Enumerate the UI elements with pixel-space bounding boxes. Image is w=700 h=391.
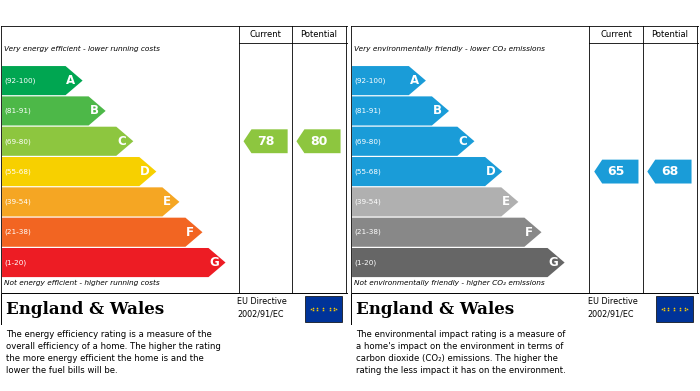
- Text: The environmental impact rating is a measure of
a home's impact on the environme: The environmental impact rating is a mea…: [356, 330, 566, 375]
- Text: A: A: [410, 74, 419, 87]
- Text: 2: 2: [569, 14, 575, 23]
- Polygon shape: [2, 127, 133, 156]
- Text: C: C: [117, 135, 126, 148]
- Text: (69-80): (69-80): [354, 138, 382, 145]
- Polygon shape: [352, 96, 449, 126]
- Text: EU Directive
2002/91/EC: EU Directive 2002/91/EC: [237, 297, 287, 318]
- Text: Very energy efficient - lower running costs: Very energy efficient - lower running co…: [4, 46, 160, 52]
- Text: G: G: [548, 256, 558, 269]
- Text: Not environmentally friendly - higher CO₂ emissions: Not environmentally friendly - higher CO…: [354, 280, 545, 286]
- Text: 78: 78: [257, 135, 274, 148]
- Text: The energy efficiency rating is a measure of the
overall efficiency of a home. T: The energy efficiency rating is a measur…: [6, 330, 221, 375]
- Text: E: E: [502, 196, 510, 208]
- Text: (39-54): (39-54): [354, 199, 382, 205]
- Text: C: C: [458, 135, 467, 148]
- Text: ) Rating: ) Rating: [575, 7, 629, 20]
- Polygon shape: [352, 127, 475, 156]
- Text: 68: 68: [661, 165, 678, 178]
- Text: Current: Current: [601, 30, 632, 39]
- Text: D: D: [140, 165, 150, 178]
- Text: EU Directive
2002/91/EC: EU Directive 2002/91/EC: [587, 297, 638, 318]
- Text: Current: Current: [250, 30, 281, 39]
- Text: Not energy efficient - higher running costs: Not energy efficient - higher running co…: [4, 280, 160, 286]
- Bar: [304, 296, 342, 323]
- Text: Potential: Potential: [651, 30, 688, 39]
- Text: A: A: [66, 74, 76, 87]
- Text: (81-91): (81-91): [4, 108, 32, 114]
- Text: England & Wales: England & Wales: [6, 301, 164, 317]
- Text: (92-100): (92-100): [4, 77, 36, 84]
- Polygon shape: [2, 96, 106, 126]
- Text: (55-68): (55-68): [4, 169, 32, 175]
- Text: (21-38): (21-38): [4, 229, 32, 235]
- Polygon shape: [352, 157, 502, 186]
- Text: B: B: [90, 104, 99, 117]
- Text: (55-68): (55-68): [354, 169, 382, 175]
- Text: Energy Efficiency Rating: Energy Efficiency Rating: [6, 7, 169, 20]
- Polygon shape: [352, 66, 426, 95]
- Text: (39-54): (39-54): [4, 199, 32, 205]
- Text: England & Wales: England & Wales: [356, 301, 514, 317]
- Text: (1-20): (1-20): [354, 259, 377, 266]
- Text: 80: 80: [310, 135, 327, 148]
- Text: E: E: [163, 196, 172, 208]
- Text: (1-20): (1-20): [4, 259, 27, 266]
- Text: D: D: [486, 165, 496, 178]
- Polygon shape: [2, 248, 225, 277]
- Text: (21-38): (21-38): [354, 229, 382, 235]
- Text: Environmental Impact (CO: Environmental Impact (CO: [356, 7, 531, 20]
- Polygon shape: [648, 160, 692, 183]
- Bar: [655, 296, 693, 323]
- Text: F: F: [525, 226, 533, 239]
- Text: (69-80): (69-80): [4, 138, 32, 145]
- Text: (92-100): (92-100): [354, 77, 386, 84]
- Text: G: G: [209, 256, 219, 269]
- Polygon shape: [297, 129, 341, 153]
- Polygon shape: [2, 66, 83, 95]
- Polygon shape: [2, 157, 156, 186]
- Polygon shape: [352, 187, 519, 217]
- Text: B: B: [433, 104, 442, 117]
- Text: Potential: Potential: [300, 30, 337, 39]
- Text: 65: 65: [608, 165, 625, 178]
- Polygon shape: [352, 248, 565, 277]
- Polygon shape: [594, 160, 638, 183]
- Polygon shape: [2, 218, 202, 247]
- Text: Very environmentally friendly - lower CO₂ emissions: Very environmentally friendly - lower CO…: [354, 46, 545, 52]
- Polygon shape: [352, 218, 542, 247]
- Polygon shape: [244, 129, 288, 153]
- Polygon shape: [2, 187, 179, 217]
- Text: F: F: [186, 226, 195, 239]
- Text: (81-91): (81-91): [354, 108, 382, 114]
